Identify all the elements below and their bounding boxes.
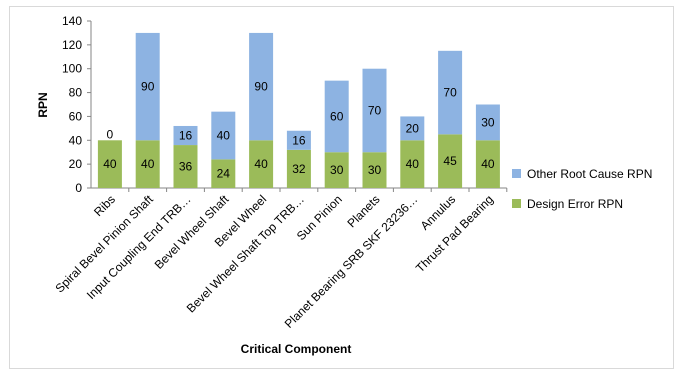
- bar-design-error: [97, 140, 122, 188]
- data-label-other-root-cause: 60: [330, 109, 344, 123]
- data-label-design-error: 24: [217, 167, 231, 181]
- x-tick-label: Ribs: [91, 192, 118, 219]
- bar-other-root-cause: [249, 32, 274, 141]
- legend-label: Design Error RPN: [527, 197, 623, 211]
- data-label-design-error: 30: [368, 163, 382, 177]
- data-label-design-error: 30: [330, 163, 344, 177]
- bar-design-error: [324, 152, 349, 188]
- bar-design-error: [400, 140, 425, 188]
- data-label-other-root-cause: 40: [217, 129, 231, 143]
- data-label-design-error: 40: [254, 157, 268, 171]
- y-tick-label: 100: [62, 62, 82, 76]
- data-label-other-root-cause: 0: [107, 127, 114, 141]
- bar-design-error: [286, 149, 311, 188]
- chart-frame: 0 20 40 60 80 100 120 140 40 0 Ribs 40 90 Spiral Beve…: [9, 6, 674, 369]
- data-label-design-error: 40: [141, 157, 155, 171]
- data-label-design-error: 32: [292, 162, 306, 176]
- bar-design-error: [249, 140, 274, 188]
- data-label-design-error: 40: [406, 157, 420, 171]
- y-tick-label: 140: [62, 14, 82, 28]
- bar-design-error: [362, 152, 387, 188]
- bar-design-error: [438, 134, 463, 188]
- bar-other-root-cause: [400, 116, 425, 141]
- bar-other-root-cause: [438, 50, 463, 135]
- y-axis-title: RPN: [36, 92, 50, 117]
- y-tick-label: 40: [69, 133, 83, 147]
- bar-other-root-cause: [173, 125, 198, 146]
- bar-other-root-cause: [475, 104, 500, 141]
- bar-other-root-cause: [286, 130, 311, 150]
- bar-design-error: [135, 140, 160, 188]
- data-label-other-root-cause: 30: [481, 115, 495, 129]
- y-tick-label: 60: [69, 109, 83, 123]
- bar-other-root-cause: [135, 32, 160, 141]
- data-label-other-root-cause: 70: [443, 86, 457, 100]
- bar-other-root-cause: [362, 68, 387, 153]
- bar-design-error: [211, 159, 236, 188]
- data-label-design-error: 40: [103, 157, 117, 171]
- data-label-other-root-cause: 90: [254, 80, 268, 94]
- legend: Other Root Cause RPN Design Error RPN: [512, 167, 652, 211]
- bar-other-root-cause: [211, 111, 236, 160]
- data-label-design-error: 45: [443, 154, 457, 168]
- data-label-other-root-cause: 16: [179, 129, 193, 143]
- y-tick-label: 120: [62, 38, 82, 52]
- data-label-other-root-cause: 90: [141, 80, 155, 94]
- data-label-other-root-cause: 20: [406, 121, 420, 135]
- legend-swatch: [512, 199, 521, 208]
- bar-other-root-cause: [324, 80, 349, 153]
- bar-design-error: [173, 145, 198, 188]
- legend-label: Other Root Cause RPN: [527, 167, 652, 181]
- y-tick-label: 20: [69, 157, 83, 171]
- data-label-design-error: 36: [179, 160, 193, 174]
- data-label-other-root-cause: 16: [292, 133, 306, 147]
- bar-design-error: [475, 140, 500, 188]
- x-axis-title: Critical Component: [241, 342, 352, 356]
- data-label-other-root-cause: 70: [368, 103, 382, 117]
- y-tick-label: 80: [69, 86, 83, 100]
- data-label-design-error: 40: [481, 157, 495, 171]
- legend-swatch: [512, 169, 521, 178]
- y-tick-label: 0: [75, 181, 82, 195]
